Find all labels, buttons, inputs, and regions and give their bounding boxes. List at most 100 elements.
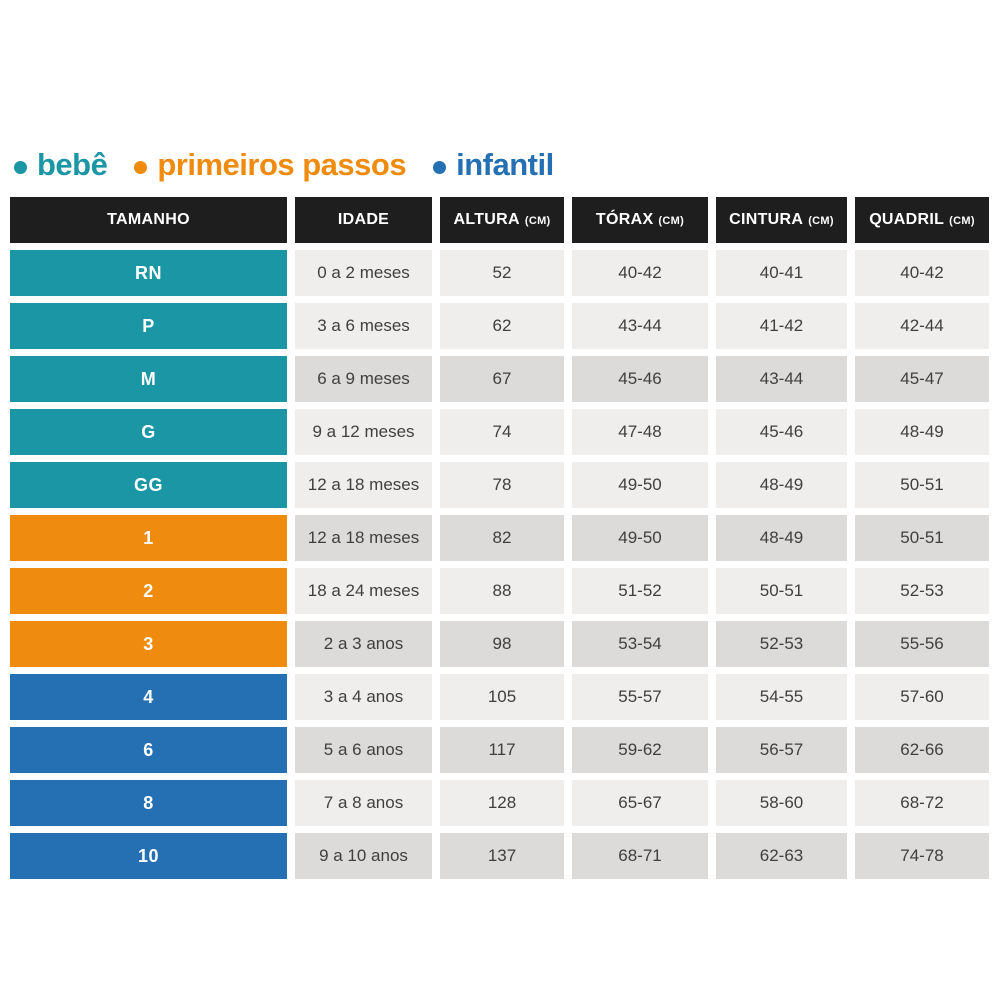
header-unit: (CM) bbox=[808, 215, 834, 227]
legend-item-infantil: infantil bbox=[433, 147, 554, 183]
header-cell-quadril: QUADRIL (CM) bbox=[855, 197, 989, 243]
size-cell: 6 bbox=[10, 727, 287, 773]
altura-cell: 137 bbox=[440, 833, 564, 879]
altura-cell: 82 bbox=[440, 515, 564, 561]
torax-cell: 68-71 bbox=[572, 833, 708, 879]
table-row: RN 0 a 2 meses 52 40-42 40-41 40-42 bbox=[10, 250, 989, 296]
idade-cell: 5 a 6 anos bbox=[295, 727, 432, 773]
header-cell-idade: IDADE bbox=[295, 197, 432, 243]
quadril-cell: 48-49 bbox=[855, 409, 989, 455]
table-row: 4 3 a 4 anos 105 55-57 54-55 57-60 bbox=[10, 674, 989, 720]
quadril-cell: 62-66 bbox=[855, 727, 989, 773]
size-cell: 3 bbox=[10, 621, 287, 667]
idade-cell: 3 a 6 meses bbox=[295, 303, 432, 349]
torax-cell: 43-44 bbox=[572, 303, 708, 349]
quadril-cell: 74-78 bbox=[855, 833, 989, 879]
cintura-cell: 45-46 bbox=[716, 409, 847, 455]
size-cell: GG bbox=[10, 462, 287, 508]
legend: bebê primeiros passos infantil bbox=[14, 147, 554, 183]
idade-cell: 6 a 9 meses bbox=[295, 356, 432, 402]
legend-label: primeiros passos bbox=[157, 147, 407, 182]
quadril-cell: 55-56 bbox=[855, 621, 989, 667]
size-cell: 8 bbox=[10, 780, 287, 826]
torax-cell: 51-52 bbox=[572, 568, 708, 614]
quadril-cell: 57-60 bbox=[855, 674, 989, 720]
table-row: P 3 a 6 meses 62 43-44 41-42 42-44 bbox=[10, 303, 989, 349]
cintura-cell: 48-49 bbox=[716, 515, 847, 561]
quadril-cell: 45-47 bbox=[855, 356, 989, 402]
header-cell-cintura: CINTURA (CM) bbox=[716, 197, 847, 243]
torax-cell: 49-50 bbox=[572, 515, 708, 561]
bullet-icon bbox=[14, 160, 27, 174]
idade-cell: 18 a 24 meses bbox=[295, 568, 432, 614]
header-label: CINTURA bbox=[729, 211, 804, 228]
table-row: 10 9 a 10 anos 137 68-71 62-63 74-78 bbox=[10, 833, 989, 879]
torax-cell: 49-50 bbox=[572, 462, 708, 508]
quadril-cell: 50-51 bbox=[855, 462, 989, 508]
size-cell: M bbox=[10, 356, 287, 402]
size-cell: RN bbox=[10, 250, 287, 296]
table-row: G 9 a 12 meses 74 47-48 45-46 48-49 bbox=[10, 409, 989, 455]
cintura-cell: 62-63 bbox=[716, 833, 847, 879]
legend-label: infantil bbox=[456, 147, 554, 182]
altura-cell: 88 bbox=[440, 568, 564, 614]
table-row: 1 12 a 18 meses 82 49-50 48-49 50-51 bbox=[10, 515, 989, 561]
bullet-icon bbox=[134, 160, 148, 174]
altura-cell: 67 bbox=[440, 356, 564, 402]
size-cell: 1 bbox=[10, 515, 287, 561]
header-label: TÓRAX bbox=[595, 211, 654, 228]
header-label: QUADRIL bbox=[869, 211, 945, 228]
cintura-cell: 54-55 bbox=[716, 674, 847, 720]
legend-item-bebe: bebê bbox=[14, 147, 108, 183]
cintura-cell: 40-41 bbox=[716, 250, 847, 296]
cintura-cell: 52-53 bbox=[716, 621, 847, 667]
size-cell: G bbox=[10, 409, 287, 455]
size-cell: 10 bbox=[10, 833, 287, 879]
idade-cell: 2 a 3 anos bbox=[295, 621, 432, 667]
bullet-icon bbox=[433, 160, 447, 174]
altura-cell: 78 bbox=[440, 462, 564, 508]
table-row: 8 7 a 8 anos 128 65-67 58-60 68-72 bbox=[10, 780, 989, 826]
idade-cell: 9 a 12 meses bbox=[295, 409, 432, 455]
table-header-row: TAMANHO IDADE ALTURA (CM) TÓRAX (CM) CIN… bbox=[10, 197, 989, 243]
torax-cell: 55-57 bbox=[572, 674, 708, 720]
torax-cell: 47-48 bbox=[572, 409, 708, 455]
header-unit: (CM) bbox=[949, 215, 975, 227]
torax-cell: 45-46 bbox=[572, 356, 708, 402]
table-row: 6 5 a 6 anos 117 59-62 56-57 62-66 bbox=[10, 727, 989, 773]
table-row: 3 2 a 3 anos 98 53-54 52-53 55-56 bbox=[10, 621, 989, 667]
quadril-cell: 68-72 bbox=[855, 780, 989, 826]
altura-cell: 62 bbox=[440, 303, 564, 349]
altura-cell: 98 bbox=[440, 621, 564, 667]
legend-item-primeiros-passos: primeiros passos bbox=[134, 147, 407, 183]
size-cell: 4 bbox=[10, 674, 287, 720]
torax-cell: 59-62 bbox=[572, 727, 708, 773]
torax-cell: 40-42 bbox=[572, 250, 708, 296]
cintura-cell: 56-57 bbox=[716, 727, 847, 773]
idade-cell: 12 a 18 meses bbox=[295, 462, 432, 508]
idade-cell: 12 a 18 meses bbox=[295, 515, 432, 561]
cintura-cell: 48-49 bbox=[716, 462, 847, 508]
header-label: ALTURA bbox=[453, 211, 520, 228]
quadril-cell: 52-53 bbox=[855, 568, 989, 614]
quadril-cell: 42-44 bbox=[855, 303, 989, 349]
idade-cell: 7 a 8 anos bbox=[295, 780, 432, 826]
header-unit: (CM) bbox=[524, 215, 551, 227]
idade-cell: 9 a 10 anos bbox=[295, 833, 432, 879]
table-row: GG 12 a 18 meses 78 49-50 48-49 50-51 bbox=[10, 462, 989, 508]
altura-cell: 117 bbox=[440, 727, 564, 773]
torax-cell: 65-67 bbox=[572, 780, 708, 826]
idade-cell: 3 a 4 anos bbox=[295, 674, 432, 720]
torax-cell: 53-54 bbox=[572, 621, 708, 667]
altura-cell: 74 bbox=[440, 409, 564, 455]
header-cell-tamanho: TAMANHO bbox=[10, 197, 287, 243]
header-cell-torax: TÓRAX (CM) bbox=[572, 197, 708, 243]
header-label: TAMANHO bbox=[107, 211, 190, 228]
header-unit: (CM) bbox=[658, 215, 685, 227]
cintura-cell: 58-60 bbox=[716, 780, 847, 826]
idade-cell: 0 a 2 meses bbox=[295, 250, 432, 296]
size-cell: 2 bbox=[10, 568, 287, 614]
altura-cell: 128 bbox=[440, 780, 564, 826]
legend-label: bebê bbox=[37, 147, 108, 182]
